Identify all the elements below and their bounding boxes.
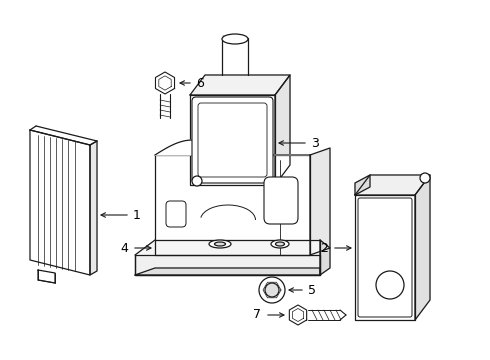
Circle shape (192, 176, 202, 186)
Polygon shape (190, 95, 275, 185)
Polygon shape (90, 141, 97, 275)
Text: 3: 3 (311, 136, 319, 149)
Text: 1: 1 (133, 208, 141, 221)
FancyBboxPatch shape (166, 201, 186, 227)
FancyBboxPatch shape (192, 97, 273, 183)
Polygon shape (310, 148, 330, 255)
Ellipse shape (271, 240, 289, 248)
Ellipse shape (215, 242, 225, 246)
Polygon shape (38, 270, 55, 283)
Circle shape (376, 271, 404, 299)
Text: 7: 7 (253, 309, 261, 321)
Polygon shape (355, 195, 415, 320)
Polygon shape (355, 175, 370, 195)
Text: 5: 5 (308, 284, 316, 297)
Polygon shape (135, 240, 320, 255)
Circle shape (259, 277, 285, 303)
Polygon shape (155, 72, 174, 94)
FancyBboxPatch shape (264, 177, 298, 224)
Polygon shape (415, 175, 430, 320)
Circle shape (265, 283, 279, 297)
Polygon shape (275, 75, 290, 185)
Polygon shape (135, 268, 320, 275)
Polygon shape (190, 75, 290, 95)
Ellipse shape (222, 34, 248, 44)
Text: 6: 6 (196, 77, 204, 90)
Polygon shape (30, 130, 90, 275)
Circle shape (420, 173, 430, 183)
FancyBboxPatch shape (358, 198, 412, 317)
Polygon shape (289, 305, 307, 325)
Text: 2: 2 (320, 242, 328, 255)
Polygon shape (155, 140, 310, 155)
Polygon shape (135, 255, 320, 275)
Ellipse shape (209, 240, 231, 248)
Text: 4: 4 (120, 242, 128, 255)
Ellipse shape (275, 242, 285, 246)
Polygon shape (320, 240, 330, 275)
Polygon shape (155, 155, 310, 255)
FancyBboxPatch shape (198, 103, 267, 177)
Polygon shape (355, 175, 430, 195)
